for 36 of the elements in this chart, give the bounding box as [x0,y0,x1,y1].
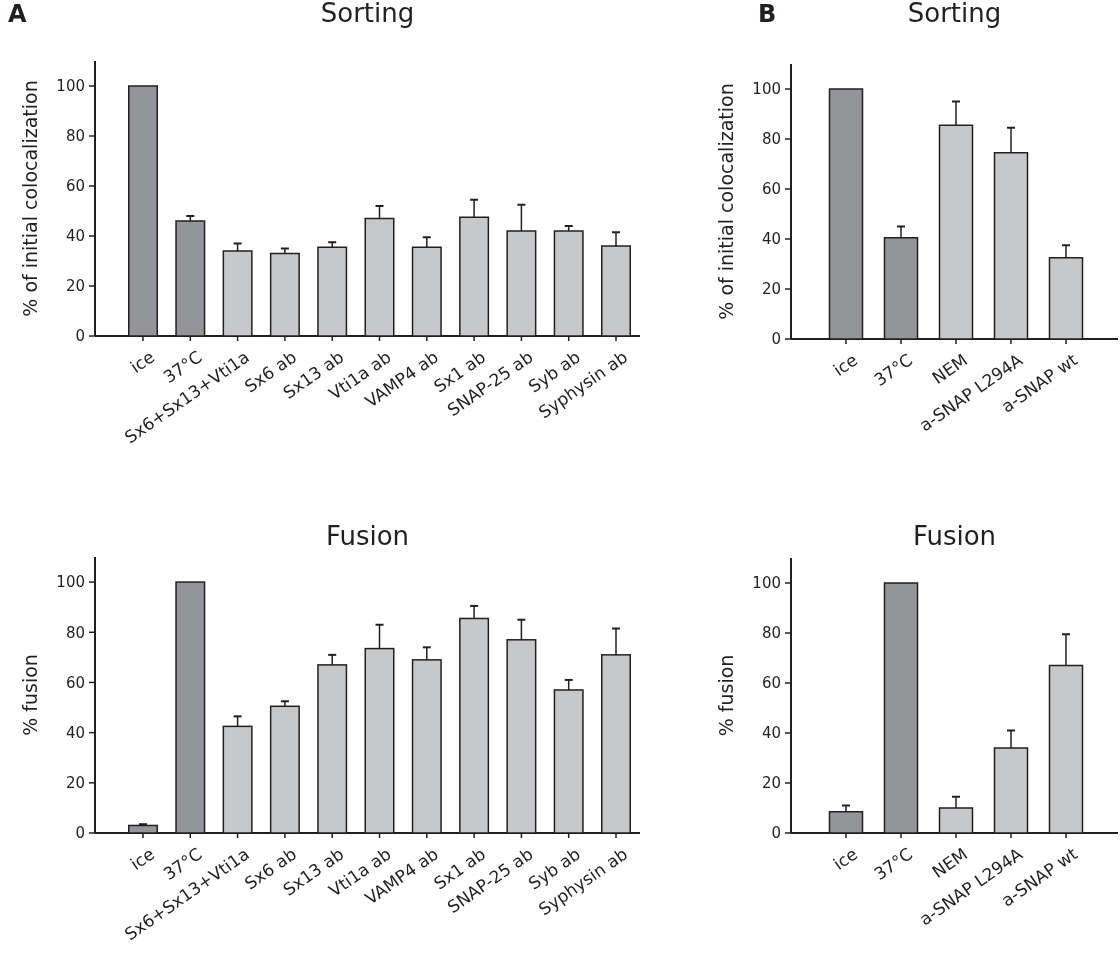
y-tick-label: 100 [752,574,781,593]
y-tick-label: 0 [75,824,85,843]
x-tick-label: ice [829,843,862,875]
y-tick-label: 20 [761,774,781,793]
y-tick-label: 60 [761,180,781,199]
y-tick-label: 80 [65,127,85,146]
y-tick-label: 40 [65,723,85,742]
y-tick-label: 100 [752,80,781,99]
y-tick-label: 60 [65,177,85,196]
y-tick-label: 20 [65,774,85,793]
chart-title: Sorting [907,0,1002,28]
y-tick-label: 0 [75,327,85,346]
y-tick-label: 20 [65,277,85,296]
y-tick-label: 0 [771,330,781,349]
text: B [758,0,777,28]
y-axis-title: % of initial colocalization [19,80,41,317]
y-tick-label: 60 [65,673,85,692]
y-axis-title: % of initial colocalization [715,83,737,320]
y-tick-label: 0 [771,824,781,843]
y-tick-label: 40 [761,724,781,743]
y-tick-label: 80 [65,623,85,642]
y-tick-label: 40 [761,230,781,249]
chart-title: Fusion [912,521,997,551]
text: A [8,0,27,28]
y-axis-title: % fusion [715,654,737,737]
y-tick-label: 100 [56,573,85,592]
chart-title: Fusion [325,521,410,551]
y-tick-label: 80 [761,624,781,643]
y-tick-label: 100 [56,77,85,96]
x-tick-label: ice [829,349,862,381]
y-axis-title: % fusion [19,654,41,736]
y-tick-label: 20 [761,280,781,299]
y-tick-label: 80 [761,130,781,149]
y-tick-label: 40 [65,227,85,246]
y-tick-label: 60 [761,674,781,693]
chart-title: Sorting [320,0,415,28]
